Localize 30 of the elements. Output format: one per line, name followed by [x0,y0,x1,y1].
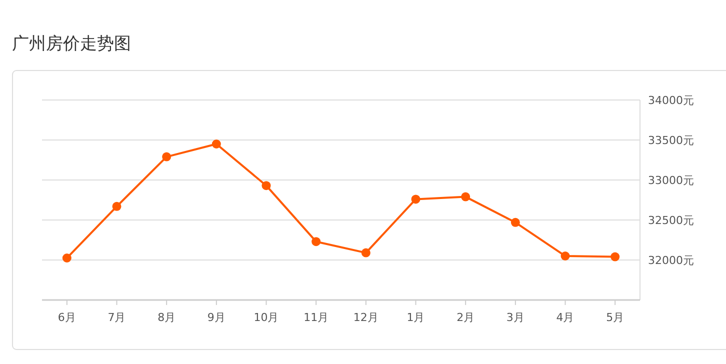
x-tick-label: 1月 [406,311,425,324]
x-tick-label: 7月 [108,311,126,324]
point [510,218,520,227]
y-tick-label: 33500元 [648,134,694,147]
x-tick-label: 11月 [304,311,329,324]
y-tick-label: 32500元 [648,214,694,227]
point [62,254,72,262]
x-tick-label: 6月 [58,311,76,324]
y-tick-label: 34000元 [648,94,694,107]
y-tick-label: 32000元 [648,254,694,267]
point [560,252,570,260]
x-tick-label: 2月 [456,311,475,324]
x-tick-label: 12月 [353,311,378,324]
x-tick-label: 3月 [506,311,524,324]
point [212,140,221,148]
x-tick-label: 4月 [556,311,574,324]
point [610,252,620,262]
x-tick-label: 9月 [207,311,226,324]
x-tick-label: 10月 [254,311,279,324]
point [411,194,420,204]
point [112,202,122,211]
x-tick-label: 5月 [606,311,624,324]
point [262,181,271,190]
point [461,192,470,202]
point [312,237,321,246]
y-tick-label: 33000元 [648,174,694,187]
point [162,152,172,162]
point [361,248,370,258]
x-tick-label: 8月 [158,311,176,324]
chart-title: 广州房价走势图 [12,34,131,54]
